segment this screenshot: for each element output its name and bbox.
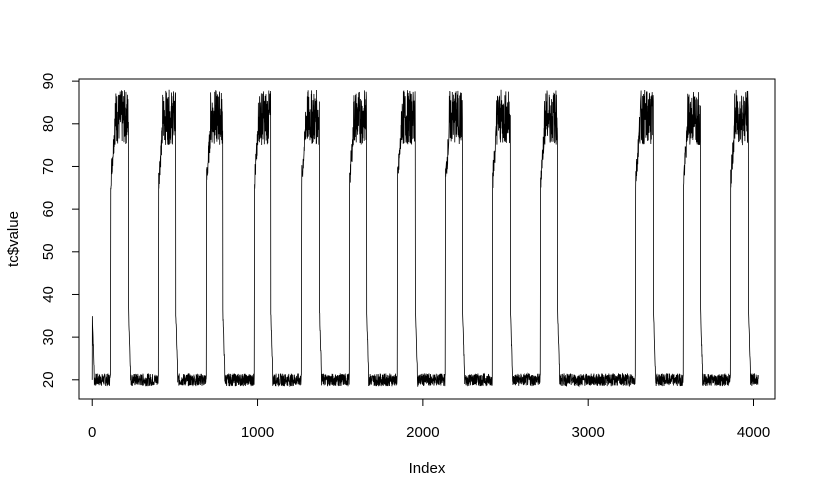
- series-layer: [91, 89, 759, 388]
- y-tick-label: 40: [40, 286, 57, 303]
- y-tick-label: 70: [40, 158, 57, 175]
- y-axis: 20 30 40 50 60 70 80 90: [40, 73, 80, 388]
- series-line: [91, 89, 759, 388]
- x-tick-label: 2000: [406, 424, 439, 441]
- y-tick-label: 90: [40, 73, 57, 90]
- x-axis: 0 1000 2000 3000 4000: [88, 398, 770, 441]
- x-tick-label: 0: [88, 424, 96, 441]
- x-tick-label: 3000: [572, 424, 605, 441]
- x-axis-title: Index: [409, 460, 446, 477]
- y-tick-label: 50: [40, 243, 57, 260]
- plot-box: [78, 78, 776, 400]
- y-tick-label: 60: [40, 201, 57, 218]
- y-tick-label: 20: [40, 371, 57, 388]
- x-tick-label: 1000: [241, 424, 274, 441]
- x-tick-label: 4000: [737, 424, 770, 441]
- y-axis-title: tc$value: [5, 211, 22, 267]
- y-tick-label: 80: [40, 115, 57, 132]
- y-tick-label: 30: [40, 329, 57, 346]
